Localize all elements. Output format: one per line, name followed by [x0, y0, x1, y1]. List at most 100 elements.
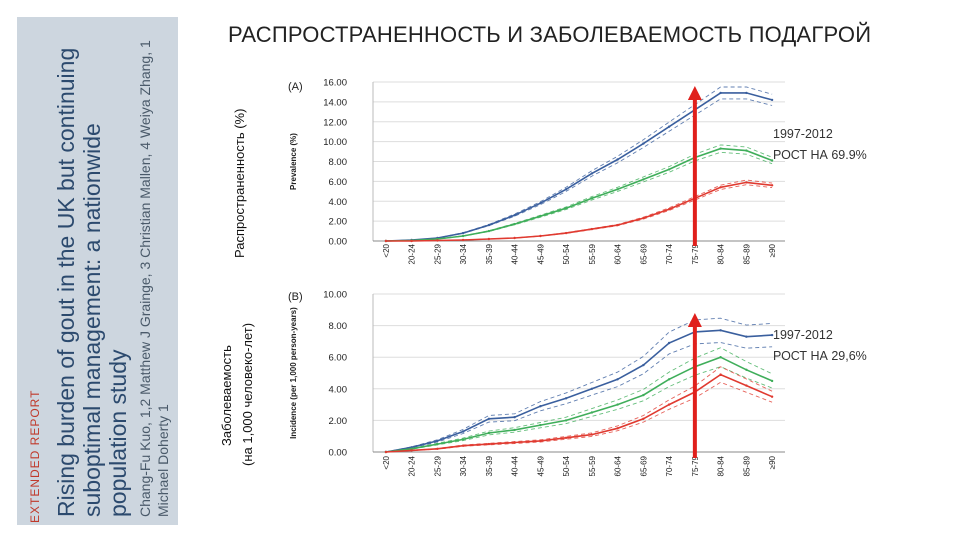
data-point — [564, 231, 568, 235]
growth-arrow-head — [687, 313, 702, 327]
x-tick-label: <20 — [382, 243, 391, 257]
x-tick-label: 85-89 — [742, 243, 751, 264]
series-line — [385, 181, 773, 242]
data-point — [384, 450, 388, 454]
data-point — [745, 91, 748, 95]
x-tick-label: 75-79 — [691, 455, 700, 476]
slide-title: РАСПРОСТРАНЕННОСТЬ И ЗАБОЛЕВАЕМОСТЬ ПОДА… — [228, 22, 872, 47]
data-point — [667, 125, 671, 128]
x-tick-label: 25-29 — [433, 455, 442, 476]
incidence-annotation: 1997-2012 РОСТ НА 29,6% — [773, 325, 867, 367]
data-point — [590, 433, 594, 436]
x-tick-label: 85-89 — [742, 455, 751, 476]
x-tick-label: 20-24 — [408, 243, 417, 264]
data-point — [590, 197, 594, 200]
data-point — [461, 444, 465, 447]
prevalence-years: 1997-2012 — [773, 127, 833, 141]
prevalence-growth: РОСТ НА 69.9% — [773, 148, 867, 162]
data-point — [590, 227, 594, 231]
y-tick-label: 8.00 — [329, 321, 348, 332]
x-tick-label: 35-39 — [485, 455, 494, 476]
series-ci-line — [385, 184, 773, 242]
data-point — [719, 373, 722, 376]
y-tick-label: 16.00 — [323, 78, 347, 89]
y-tick-label: 8.00 — [329, 157, 348, 168]
incidence-chart: 0.00 2.00 4.00 6.00 8.00 10.00 (B) Incidence (p… — [288, 290, 785, 476]
series-ci-line — [385, 317, 773, 453]
data-point — [539, 439, 542, 443]
series-line — [385, 356, 773, 453]
x-tick-label: 20-24 — [408, 455, 417, 476]
data-point — [642, 393, 645, 397]
data-point — [513, 236, 516, 240]
data-point — [539, 423, 542, 427]
data-point — [719, 147, 722, 150]
data-point — [616, 158, 619, 161]
series-ci-line — [385, 144, 773, 242]
y-tick-label: 10.00 — [323, 290, 347, 301]
panel-label: (A) — [288, 81, 303, 93]
x-tick-label: 40-44 — [511, 455, 520, 476]
data-point — [410, 239, 413, 243]
data-point — [461, 430, 465, 433]
y-tick-label: 10.00 — [323, 137, 347, 148]
x-tick-label: 40-44 — [511, 243, 520, 264]
series-line — [385, 373, 773, 453]
data-point — [719, 186, 722, 189]
series-line — [385, 329, 773, 453]
y-tick-label: 14.00 — [323, 97, 347, 108]
data-point — [719, 329, 722, 332]
data-point — [667, 341, 671, 345]
data-point — [770, 333, 774, 337]
data-point — [539, 405, 542, 408]
incidence-years: 1997-2012 — [773, 328, 833, 342]
data-point — [745, 335, 748, 338]
prevalence-annotation: 1997-2012 РОСТ НА 69.9% — [773, 124, 867, 166]
x-tick-label: 50-54 — [562, 243, 571, 264]
y-tick-label: 2.00 — [329, 416, 348, 427]
data-point — [770, 395, 774, 398]
x-tick-label: 55-59 — [588, 455, 597, 476]
data-point — [719, 356, 722, 359]
data-point — [436, 442, 439, 446]
data-point — [590, 387, 594, 390]
data-point — [667, 378, 671, 381]
series-ci-line — [385, 347, 773, 453]
data-point — [384, 239, 388, 243]
x-tick-label: 35-39 — [485, 243, 494, 264]
data-point — [539, 215, 542, 218]
x-tick-label: 25-29 — [433, 243, 442, 264]
series-line — [385, 92, 773, 242]
data-point — [745, 149, 748, 152]
data-point — [616, 427, 619, 430]
series-ci-line — [385, 342, 773, 453]
data-point — [564, 207, 568, 210]
series-ci-line — [385, 86, 773, 242]
panel-label: (B) — [288, 291, 303, 303]
x-tick-label: 60-64 — [614, 455, 623, 476]
data-point — [667, 208, 671, 211]
data-point — [564, 397, 568, 400]
paper-clipping: Rising burden of gout in the UK but cont… — [17, 17, 178, 525]
x-tick-label: ≥90 — [768, 455, 777, 469]
data-point — [487, 431, 491, 435]
data-point — [513, 222, 516, 226]
x-tick-label: 30-34 — [459, 455, 468, 476]
series-ci-line — [385, 151, 773, 242]
data-point — [616, 403, 619, 406]
y-tick-label: 0.00 — [329, 448, 348, 459]
data-point — [616, 378, 619, 381]
data-point — [642, 417, 645, 420]
data-point — [487, 417, 491, 420]
data-point — [487, 442, 491, 446]
data-point — [642, 216, 645, 220]
y-axis-title: Incidence (per 1,000 person-years) — [289, 307, 298, 439]
data-point — [564, 419, 568, 422]
x-tick-label: 55-59 — [588, 243, 597, 264]
x-tick-label: 75-79 — [691, 243, 700, 264]
data-point — [719, 91, 722, 95]
y-tick-label: 4.00 — [329, 197, 348, 208]
data-point — [436, 439, 439, 443]
